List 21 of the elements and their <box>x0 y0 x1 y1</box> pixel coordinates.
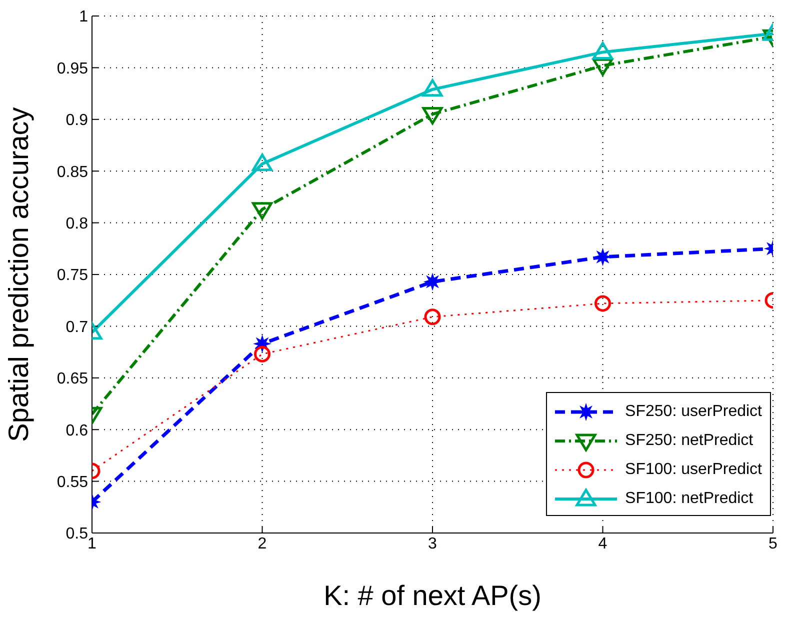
y-tick-label: 1 <box>79 8 88 26</box>
y-tick-label: 0.5 <box>66 526 88 543</box>
legend-label: SF100: netPredict <box>625 490 754 508</box>
y-tick-label: 0.65 <box>56 370 88 388</box>
y-tick-label: 0.8 <box>66 215 88 232</box>
legend-label: SF100: userPredict <box>625 460 762 478</box>
x-tick-label: 5 <box>768 535 778 552</box>
x-axis-title: K: # of next AP(s) <box>324 580 542 611</box>
x-tick-label: 2 <box>258 535 267 552</box>
y-tick-label: 0.6 <box>66 422 88 440</box>
y-tick-label: 0.95 <box>56 60 88 78</box>
legend-label: SF250: userPredict <box>625 402 762 420</box>
x-tick-label: 3 <box>428 535 438 552</box>
legend-label: SF250: netPredict <box>625 432 754 450</box>
y-tick-label: 0.7 <box>66 318 88 336</box>
y-tick-label: 0.55 <box>56 474 88 491</box>
x-tick-label: 4 <box>598 535 608 552</box>
y-tick-label: 0.9 <box>66 112 88 130</box>
y-axis-title: Spatial prediction accuracy <box>2 107 34 442</box>
y-tick-label: 0.85 <box>56 164 88 181</box>
y-tick-label: 0.75 <box>56 267 88 284</box>
